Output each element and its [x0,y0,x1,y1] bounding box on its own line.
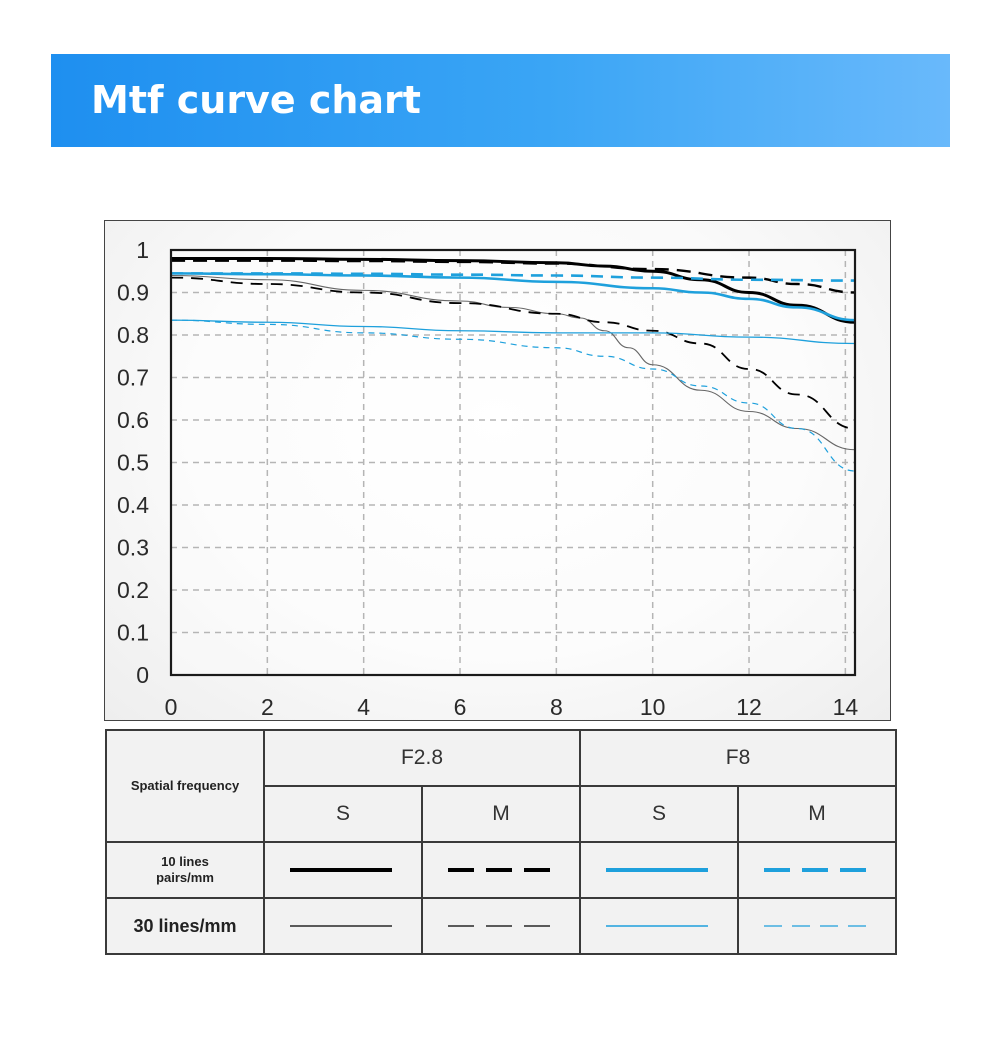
sample-f28-s-30 [263,897,423,955]
line-sample-f8-s-30 [606,925,708,927]
sample-f28-s-10 [263,841,423,899]
y-tick-label: 0.6 [117,407,149,433]
col-f8-s-cell: S [579,785,739,843]
series-line-8 [170,319,856,472]
legend-table: Spatial frequency F2.8 F8 S M S M 10 lin… [105,729,898,955]
col-f28-s-cell: S [263,785,423,843]
x-tick-label: 14 [833,694,859,720]
sample-f8-m-10 [736,841,898,899]
y-tick-label: 0.7 [117,365,149,391]
y-tick-label: 1 [136,237,149,263]
group-f8-cell: F8 [578,729,898,787]
row-30-label: 30 lines/mm [133,915,237,936]
line-sample-f8-m-10 [764,868,868,872]
chart-panel: 0 0.1 0.2 0.3 0.4 0.5 0.6 0.7 0.8 0.9 1 0 2 4 6 8 10 12 14 [104,220,891,721]
page-title: Mtf curve chart [91,78,421,122]
group-f28-label: F2.8 [400,746,444,769]
y-tick-label: 0.4 [117,492,149,518]
row-10-label: 10 lines pairs/mm [156,854,214,885]
sample-f28-m-10 [421,841,581,899]
y-tick-label: 0.5 [117,450,149,476]
x-tick-label: 0 [165,694,178,720]
sample-f28-m-30 [421,897,581,955]
y-tick-label: 0 [136,662,149,688]
plot-border [169,248,857,677]
y-tick-label: 0.9 [117,280,149,306]
series-line-6 [171,272,856,282]
sample-f8-s-10 [579,841,739,899]
line-sample-f28-m-30 [448,925,550,927]
x-tick-label: 6 [454,694,467,720]
spatial-frequency-header: Spatial frequency [105,729,265,843]
series-line-1 [170,257,856,324]
row-10-label-cell: 10 lines pairs/mm [105,841,265,899]
x-tick-label: 12 [736,694,762,720]
group-f8-label: F8 [725,746,751,769]
x-tick-label: 10 [640,694,666,720]
col-f28-s-label: S [335,802,350,825]
line-sample-f28-m-10 [448,868,550,872]
line-sample-f28-s-10 [290,868,392,872]
group-f28-cell: F2.8 [263,729,581,787]
col-f8-m-cell: M [736,785,898,843]
col-f8-s-label: S [651,802,666,825]
series-line-5 [170,272,856,322]
line-sample-f8-s-10 [606,868,708,872]
y-tick-label: 0.8 [117,322,149,348]
series-line-4 [170,276,856,430]
y-tick-label: 0.2 [117,577,149,603]
x-tick-label: 8 [550,694,563,720]
series-line-3 [170,274,856,451]
x-tick-label: 4 [357,694,370,720]
sample-f8-m-30 [736,897,898,955]
series-line-7 [170,319,856,345]
col-f8-m-label: M [808,802,826,825]
line-sample-f28-s-30 [290,925,392,927]
mtf-chart: 00.10.20.30.40.50.60.70.80.910 2 4 6 8 10 12 14 [117,237,859,720]
line-sample-f8-m-30 [764,925,868,927]
y-tick-label: 0.1 [117,620,149,646]
row-30-label-cell: 30 lines/mm [105,897,265,955]
sample-f8-s-30 [579,897,739,955]
spatial-frequency-label: Spatial frequency [130,778,240,793]
x-tick-label: 2 [261,694,274,720]
title-banner: Mtf curve chart [51,54,950,147]
col-f28-m-cell: M [421,785,581,843]
y-tick-label: 0.3 [117,535,149,561]
col-f28-m-label: M [492,802,510,825]
